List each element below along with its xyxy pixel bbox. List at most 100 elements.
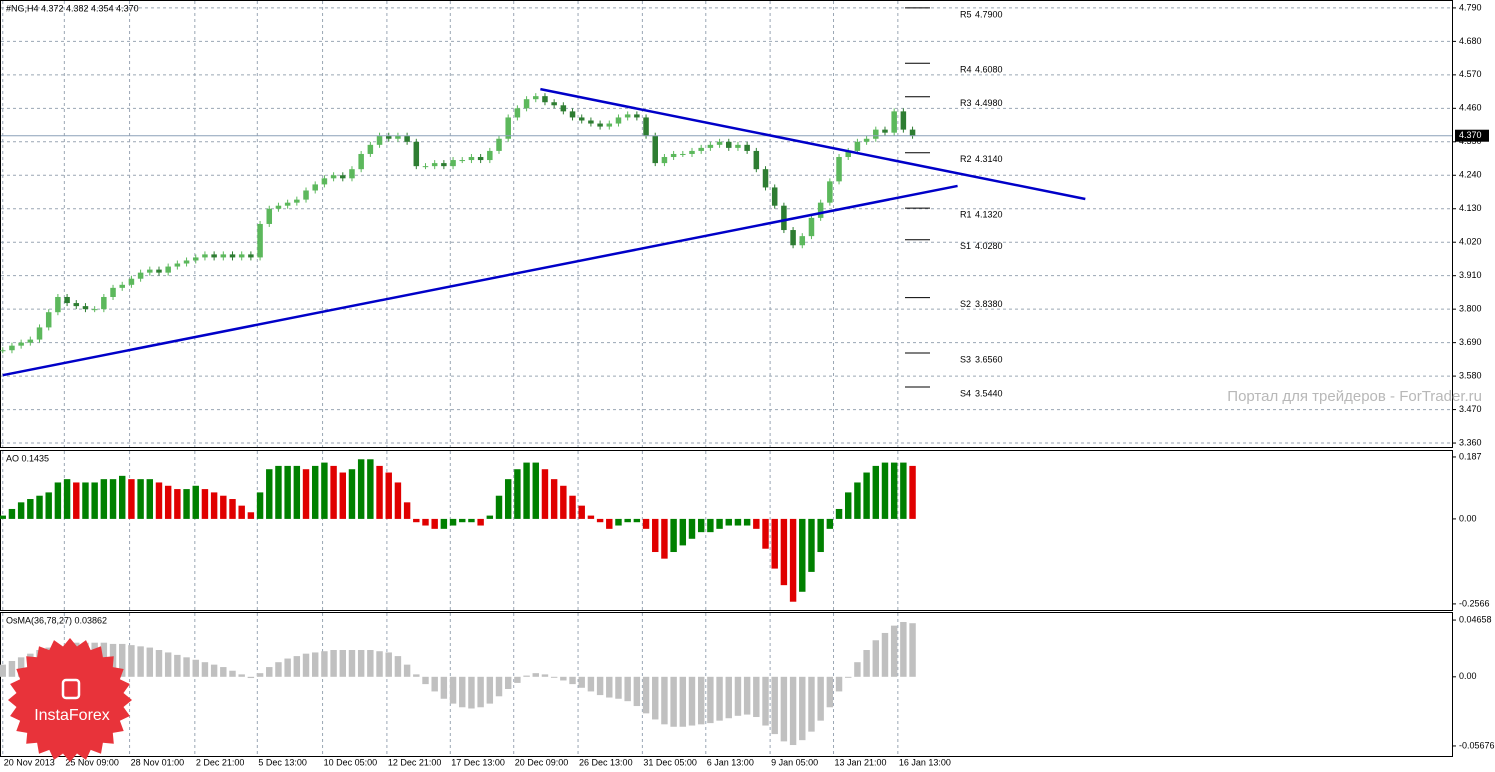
histogram-bar [909, 465, 916, 519]
histogram-bar [596, 518, 604, 523]
logo-icon [61, 678, 81, 700]
candle-body [817, 202, 824, 218]
histogram-bar [532, 673, 539, 677]
y-tick-label: 3.360 [1459, 437, 1482, 447]
candle-body [431, 163, 438, 167]
histogram-bar [642, 676, 650, 714]
y-tick-label: 0.00 [1459, 671, 1477, 681]
candle-body [643, 117, 649, 136]
histogram-bar [321, 651, 328, 677]
pivot-name: S3 [960, 354, 971, 364]
x-tick-label: 9 Jan 05:00 [771, 757, 818, 767]
histogram-bar [394, 482, 402, 519]
histogram-bar [771, 518, 778, 569]
y-tick-label: -0.05676 [1459, 740, 1495, 750]
candle-body [680, 153, 686, 155]
candle-body [349, 169, 355, 179]
candle-body [266, 208, 273, 224]
histogram-bar [357, 650, 365, 677]
histogram-bar [514, 469, 521, 519]
histogram-bar [137, 646, 144, 677]
histogram-bar [578, 676, 585, 688]
candle-body [73, 303, 80, 307]
candle-body [505, 117, 511, 139]
histogram-bar [449, 518, 457, 526]
logo-text: InstaForex [34, 707, 110, 724]
histogram-bar [863, 650, 870, 677]
panel-title: AO 0.1435 [6, 453, 49, 463]
histogram-bar [183, 657, 190, 677]
histogram-bar [0, 664, 6, 677]
y-tick-label: 3.470 [1459, 404, 1482, 414]
histogram-bar [63, 479, 71, 519]
x-tick-label: 5 Dec 13:00 [258, 757, 307, 767]
histogram-bar [633, 676, 641, 707]
candle-body [413, 141, 420, 167]
histogram-bar [624, 676, 631, 702]
histogram-bar [54, 482, 62, 519]
histogram-bar [890, 462, 898, 519]
histogram-bar [615, 676, 622, 699]
x-tick-label: 25 Nov 09:00 [65, 757, 119, 767]
candle-body [422, 166, 429, 168]
histogram-bar [890, 625, 898, 677]
histogram-bar [477, 518, 484, 526]
histogram-bar [137, 479, 144, 519]
candle-body [91, 309, 98, 311]
histogram-bar [422, 676, 429, 685]
histogram-bar [17, 502, 25, 519]
histogram-bar [403, 502, 411, 519]
histogram-bar [615, 518, 622, 526]
x-tick-label: 31 Dec 05:00 [643, 757, 697, 767]
histogram-bar [606, 518, 613, 529]
candle-body [450, 160, 456, 167]
histogram-bar [716, 518, 723, 529]
candle-body [560, 105, 567, 112]
histogram-bar [330, 465, 337, 519]
histogram-bar [36, 495, 43, 519]
pivot-label: 3.6560 [975, 354, 1003, 364]
candle-body [900, 111, 907, 130]
candle-body [18, 342, 24, 346]
histogram-bar [385, 652, 392, 677]
candle-body [303, 190, 309, 200]
y-tick-label: 3.580 [1459, 370, 1482, 380]
histogram-bar [210, 492, 218, 519]
histogram-bar [183, 489, 190, 519]
histogram-bar [560, 485, 567, 519]
candle-body [119, 284, 125, 288]
histogram-bar [128, 479, 135, 519]
y-tick-label: 4.790 [1459, 2, 1482, 12]
candle-body [340, 175, 346, 179]
x-tick-label: 20 Nov 2013 [4, 757, 55, 767]
histogram-bar [514, 676, 521, 683]
histogram-bar [541, 469, 549, 519]
histogram-bar [734, 518, 742, 526]
x-tick-label: 2 Dec 21:00 [196, 757, 245, 767]
panel: 0.187 0.00 -0.2566 AO 0.1435 [0, 450, 1490, 611]
candle-body [248, 254, 254, 258]
histogram-bar [192, 485, 199, 519]
candle-body [882, 129, 888, 133]
pivot-name: R3 [960, 98, 972, 108]
histogram-bar [523, 462, 530, 519]
y-tick-label: 4.130 [1459, 203, 1482, 213]
trendline [2, 184, 958, 377]
candle-body [735, 144, 741, 148]
histogram-bar [817, 518, 824, 553]
panel-frame [0, 450, 1453, 611]
candle-body [64, 296, 70, 304]
candle-body [799, 236, 806, 246]
histogram-bar [275, 662, 282, 677]
histogram-bar [486, 515, 494, 519]
candle-body [487, 150, 493, 161]
histogram-bar [431, 518, 438, 529]
candle-body [716, 141, 723, 145]
histogram-bar [413, 674, 420, 677]
panel-title: OsMA(36,78,27) 0.03862 [6, 615, 107, 625]
pivot-label: 3.8380 [975, 299, 1003, 309]
candle-body [707, 144, 714, 148]
candle-body [634, 114, 640, 118]
histogram-bar [872, 640, 880, 677]
